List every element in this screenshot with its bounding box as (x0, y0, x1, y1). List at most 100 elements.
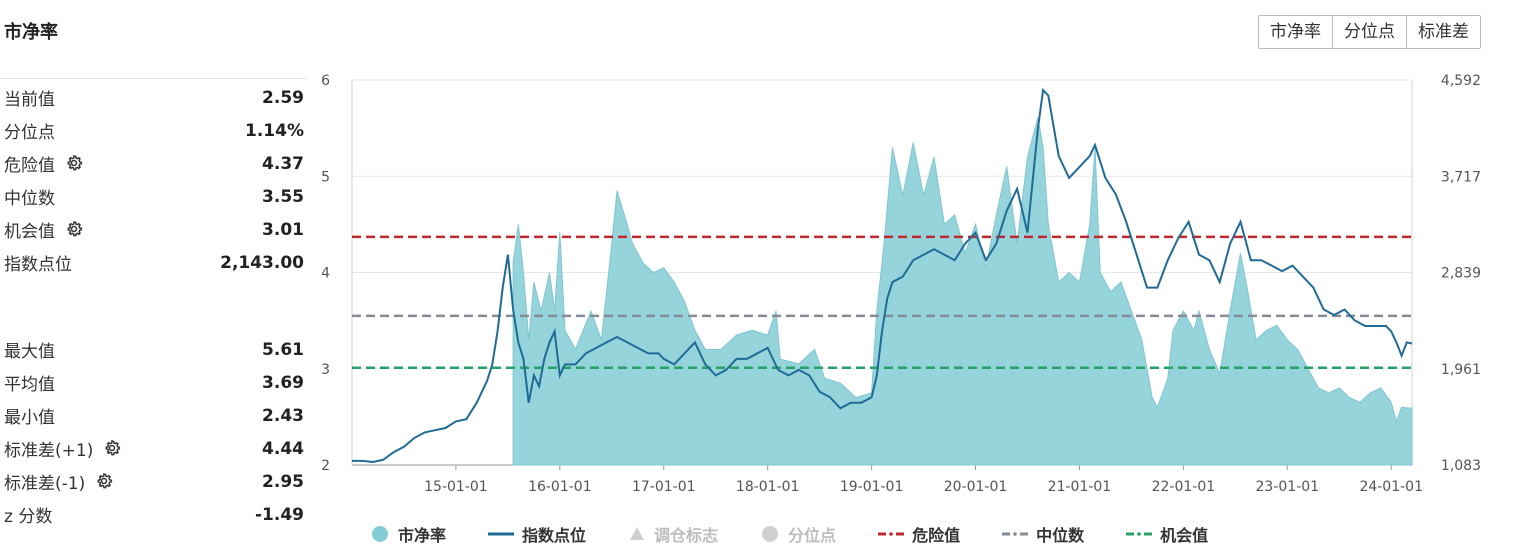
tab-percentile[interactable]: 分位点 (1333, 16, 1407, 48)
index-line (352, 87, 1413, 464)
stat-value: 2.59 (262, 87, 304, 108)
stat-label-text: 最小值 (4, 408, 55, 428)
stat-label-text: 平均值 (4, 375, 55, 395)
divider (0, 78, 306, 79)
stat-label-text: 分位点 (4, 123, 55, 143)
stat-label-text: 当前值 (4, 90, 55, 110)
legend-label: 中位数 (1036, 526, 1085, 545)
x-tick-label: 22-01-01 (1152, 479, 1216, 495)
y-right-tick: 1,083 (1441, 458, 1481, 474)
stat-value: 2,143.00 (220, 252, 304, 273)
y-left-tick: 2 (321, 458, 330, 474)
x-tick-label: 24-01-01 (1359, 479, 1423, 495)
legend-label: 机会值 (1160, 526, 1209, 545)
legend-item[interactable]: 市净率 (370, 522, 446, 546)
y-right-tick: 1,961 (1441, 362, 1481, 378)
stat-value: 5.61 (262, 339, 304, 360)
stat-label: 中位数 (4, 184, 55, 209)
legend-item[interactable]: 危险值 (878, 522, 960, 546)
stat-label-text: 中位数 (4, 189, 55, 209)
stat-row: 标准差(+1) 4.44 (4, 432, 304, 465)
legend-dash-icon (878, 532, 905, 536)
y-right-tick: 2,839 (1441, 266, 1481, 282)
stat-row: 中位数 3.55 (4, 180, 304, 213)
stat-label: 平均值 (4, 370, 55, 395)
legend-item[interactable]: 指数点位 (488, 522, 586, 546)
legend-triangle-icon (630, 527, 645, 540)
stat-label-text: 机会值 (4, 222, 55, 242)
stat-label-text: 标准差(-1) (4, 474, 86, 494)
stat-label: 标准差(+1) (4, 436, 123, 461)
pb-area (512, 117, 1413, 466)
stat-row: 当前值 2.59 (4, 81, 304, 114)
stat-row: z 分数 -1.49 (4, 498, 304, 531)
stat-value: 2.95 (262, 471, 304, 492)
legend-line-icon (488, 532, 515, 536)
stat-label: 最大值 (4, 337, 55, 362)
y-right-tick: 3,717 (1441, 169, 1481, 185)
stat-value: 3.69 (262, 372, 304, 393)
legend-item[interactable]: 中位数 (1002, 522, 1084, 546)
tab-pb[interactable]: 市净率 (1259, 16, 1333, 48)
stat-label-text: 最大值 (4, 342, 55, 362)
page-title: 市净率 (4, 22, 58, 43)
x-tick-label: 16-01-01 (528, 479, 592, 495)
stat-value: 2.43 (262, 405, 304, 426)
stat-row: 指数点位 2,143.00 (4, 246, 304, 279)
y-left-tick: 4 (321, 266, 330, 282)
y-left-tick: 6 (321, 73, 330, 89)
stat-label-text: 危险值 (4, 156, 55, 176)
legend-item[interactable]: 调仓标志 (628, 522, 718, 546)
y-left-tick: 3 (321, 362, 330, 378)
stat-value: 3.55 (262, 186, 304, 207)
stat-value: -1.49 (255, 504, 304, 525)
legend-dash-icon (1002, 532, 1029, 536)
x-tick-label: 23-01-01 (1256, 479, 1320, 495)
stat-label: 机会值 (4, 217, 85, 242)
stat-row: 平均值 3.69 (4, 366, 304, 399)
valuation-chart: 2 1,083 3 1,961 4 2,839 5 3,717 6 4,592 15-01-01 16… (321, 73, 1481, 495)
legend-item[interactable]: 分位点 (760, 522, 836, 546)
stat-label: z 分数 (4, 502, 52, 527)
stat-row: 机会值 3.01 (4, 213, 304, 246)
stats-panel-top: 当前值 2.59 分位点 1.14% 危险值 4.37 中位数 3.55 机会值 3.01 指数点位… (4, 81, 304, 279)
stat-label: 危险值 (4, 151, 85, 176)
gear-icon[interactable] (95, 472, 115, 492)
stat-label-text: 标准差(+1) (4, 441, 94, 461)
gear-icon[interactable] (65, 220, 85, 240)
stat-row: 危险值 4.37 (4, 147, 304, 180)
stat-value: 3.01 (262, 219, 304, 240)
legend-label: 指数点位 (522, 526, 587, 545)
y-right-tick: 4,592 (1441, 73, 1481, 89)
stat-label-text: z 分数 (4, 507, 53, 527)
stat-row: 最大值 5.61 (4, 333, 304, 366)
legend-label: 危险值 (912, 526, 961, 545)
stat-row: 最小值 2.43 (4, 399, 304, 432)
stat-value: 4.37 (262, 153, 304, 174)
x-tick-label: 15-01-01 (424, 479, 488, 495)
x-tick-label: 19-01-01 (840, 479, 904, 495)
legend-label: 分位点 (788, 526, 837, 545)
stat-label: 最小值 (4, 403, 55, 428)
stat-value: 4.44 (262, 438, 304, 459)
stat-label: 分位点 (4, 118, 55, 143)
x-tick-label: 17-01-01 (632, 479, 696, 495)
stats-panel-bottom: 最大值 5.61 平均值 3.69 最小值 2.43 标准差(+1) 4.44 标准差(-1) 2… (4, 333, 304, 531)
stat-label: 指数点位 (4, 250, 72, 275)
gear-icon[interactable] (103, 439, 123, 459)
x-tick-label: 18-01-01 (736, 479, 800, 495)
legend-dash-icon (1126, 532, 1153, 536)
tab-std[interactable]: 标准差 (1407, 16, 1480, 48)
gear-icon[interactable] (65, 154, 85, 174)
stat-row: 标准差(-1) 2.95 (4, 465, 304, 498)
legend-label: 调仓标志 (654, 526, 719, 545)
legend-item[interactable]: 机会值 (1126, 522, 1208, 546)
metric-tabs: 市净率 分位点 标准差 (1258, 15, 1481, 49)
x-tick-label: 21-01-01 (1048, 479, 1112, 495)
legend-circle-icon (762, 526, 779, 542)
y-left-tick: 5 (321, 169, 330, 185)
stat-value: 1.14% (245, 120, 304, 141)
x-tick-label: 20-01-01 (944, 479, 1008, 495)
stat-label: 标准差(-1) (4, 469, 115, 494)
stat-label: 当前值 (4, 85, 55, 110)
